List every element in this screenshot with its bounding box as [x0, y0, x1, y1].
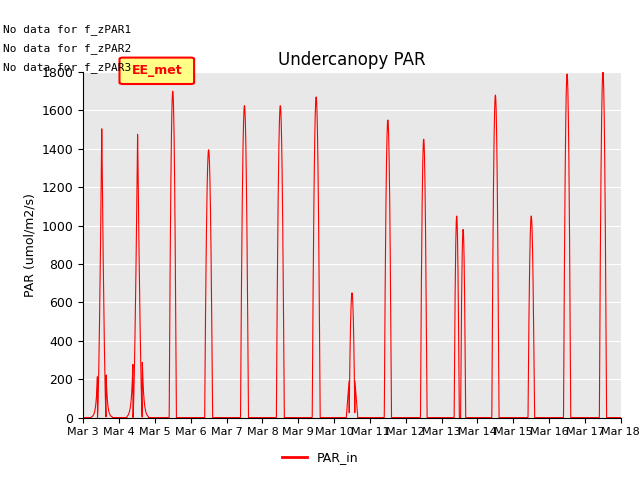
- Y-axis label: PAR (umol/m2/s): PAR (umol/m2/s): [23, 193, 36, 297]
- Text: No data for f_zPAR3: No data for f_zPAR3: [3, 62, 131, 73]
- Text: No data for f_zPAR1: No data for f_zPAR1: [3, 24, 131, 35]
- Text: No data for f_zPAR2: No data for f_zPAR2: [3, 43, 131, 54]
- Legend: PAR_in: PAR_in: [276, 446, 364, 469]
- Text: EE_met: EE_met: [131, 64, 182, 77]
- FancyBboxPatch shape: [120, 58, 194, 84]
- Title: Undercanopy PAR: Undercanopy PAR: [278, 51, 426, 69]
